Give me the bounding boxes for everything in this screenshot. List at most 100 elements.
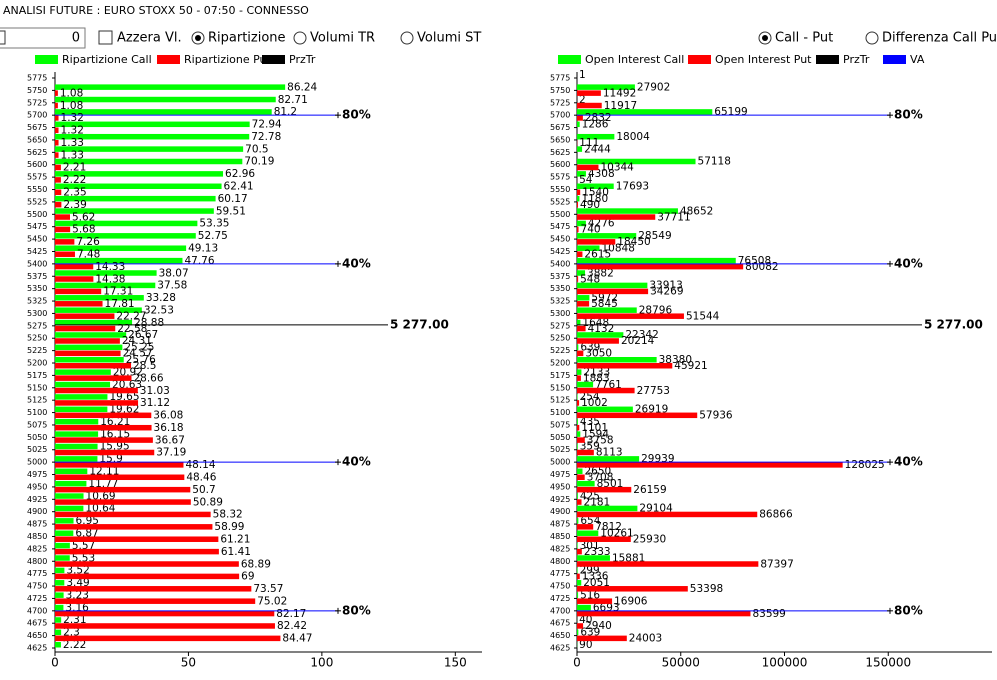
bar [55,152,59,158]
y-tick-label: 5025 [550,445,570,454]
value-label: 22342 [625,329,658,341]
value-label: 22.27 [116,310,146,322]
bar [55,332,127,338]
bar [55,357,124,363]
bar [55,462,184,468]
radio-dot[interactable] [762,35,768,41]
bar [577,468,583,475]
x-tick-label: 0 [51,656,59,670]
value-label: 301 [580,540,600,552]
y-tick-label: 5600 [27,160,47,169]
level-label: 80% [342,603,371,617]
checkbox-cut[interactable] [0,30,6,45]
value-label: 1.08 [60,100,83,112]
bar [55,276,94,282]
value-label: 7.26 [76,236,100,248]
legend-label: Open Interest Put [715,53,812,66]
legend-label: PrzTr [843,53,870,66]
bar [55,629,62,636]
y-tick-label: 5225 [27,346,47,355]
bar [577,518,579,524]
y-tick-label: 5225 [550,346,570,355]
bar [55,635,281,642]
y-tick-label: 5450 [27,235,47,244]
value-label: 24.31 [122,335,152,347]
bar [577,301,590,307]
y-tick-label: 4975 [550,470,570,479]
bar [577,406,633,413]
radio-label[interactable]: Volumi TR [310,31,375,46]
value-label: 31.03 [140,385,170,397]
y-tick-label: 5000 [550,458,570,467]
window-title: ANALISI FUTURE : EURO STOXX 50 - 07:50 -… [3,4,309,17]
bar [577,437,585,443]
y-tick-label: 4775 [550,569,570,578]
y-tick-label: 5050 [550,433,570,442]
value-label: 1883 [583,372,610,384]
bar [577,121,580,128]
value-label: 2.22 [63,639,86,651]
bar [55,307,142,313]
number-input[interactable] [0,27,86,49]
radio-button[interactable] [400,31,414,45]
bar [577,394,578,400]
value-label: 25.76 [126,354,156,366]
value-label: 27902 [637,81,670,93]
bar [577,548,582,555]
value-label: 24003 [629,633,662,645]
bar [55,301,103,307]
bar [577,610,751,617]
y-tick-label: 5200 [550,359,570,368]
bar [55,437,153,443]
legend-swatch [558,55,581,64]
checkbox[interactable] [98,30,113,45]
bar [55,456,98,462]
value-label: 84.47 [282,633,312,645]
radio-button[interactable] [865,31,879,45]
bar [55,102,58,109]
bar [577,257,736,264]
value-label: 27753 [637,385,670,397]
legend-label: VA [910,53,925,66]
radio-label[interactable]: Differenza Call Put [882,31,997,46]
radio-label[interactable]: Volumi ST [417,31,481,46]
y-tick-label: 4800 [550,557,570,566]
y-tick-label: 5000 [27,458,47,467]
x-tick-label: 50000 [662,656,700,670]
bar [55,394,108,400]
value-label: 4308 [588,168,615,180]
value-label: 17.31 [103,286,133,298]
bar [55,406,108,413]
radio-button[interactable] [293,31,307,45]
y-tick-label: 5325 [550,297,570,306]
value-label: 72.78 [251,131,281,143]
value-label: 1648 [582,317,609,329]
value-label: 52.75 [198,230,228,242]
y-tick-label: 4750 [27,582,47,591]
y-tick-label: 4925 [27,495,47,504]
bar [577,375,581,381]
radio-dot[interactable] [195,35,201,41]
bar [55,493,84,499]
value-label: 1.33 [61,137,84,149]
y-tick-label: 5125 [27,396,47,405]
input-value[interactable]: 0 [72,31,80,46]
y-tick-label: 4950 [550,482,570,491]
radio-label[interactable]: Call - Put [775,31,833,46]
bar [577,164,599,171]
y-tick-label: 5075 [550,420,570,429]
y-tick-label: 4800 [27,557,47,566]
bar [55,158,243,165]
radio-label[interactable]: Ripartizione [208,31,286,46]
y-tick-label: 5575 [550,173,570,182]
value-label: 14.38 [95,273,125,285]
value-label: 17693 [616,181,649,193]
y-tick-label: 5275 [27,321,47,330]
bar [577,418,578,425]
bar [577,511,758,518]
checkbox-label[interactable]: Azzera Vl. [117,31,182,46]
value-label: 1002 [581,397,608,409]
value-label: 62.41 [224,181,254,193]
bar [55,548,219,555]
